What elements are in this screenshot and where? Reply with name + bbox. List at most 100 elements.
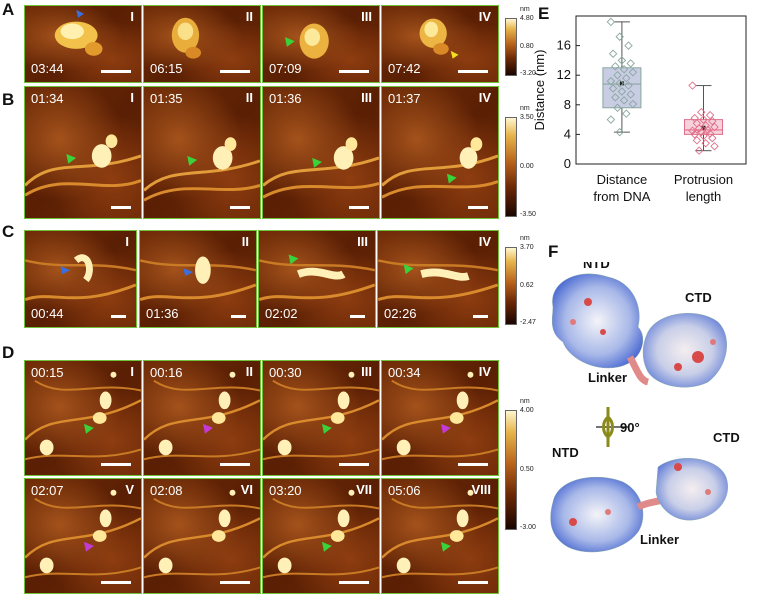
label-ctd-bottom: CTD xyxy=(713,430,740,445)
frame-index: III xyxy=(361,364,372,379)
frame-timestamp: 03:20 xyxy=(269,483,302,498)
colorbar-unit: nm xyxy=(520,105,530,112)
data-point xyxy=(708,116,717,126)
x-category-label: Distance xyxy=(597,172,648,187)
label-linker-top: Linker xyxy=(588,370,627,385)
frame-timestamp: 06:15 xyxy=(150,61,183,76)
data-point xyxy=(688,81,697,90)
data-point xyxy=(611,62,620,71)
frame-index: V xyxy=(125,482,134,497)
colorbar-tick: 4.80 xyxy=(520,15,534,22)
label-ntd-bottom: NTD xyxy=(552,445,579,460)
data-point xyxy=(608,49,618,58)
data-point xyxy=(617,56,627,65)
frame-timestamp: 02:26 xyxy=(384,306,417,321)
data-point xyxy=(694,124,704,133)
scale-bar xyxy=(458,70,488,73)
frame-index: VII xyxy=(356,482,372,497)
data-point xyxy=(710,142,719,151)
panel-label-a: A xyxy=(2,0,15,19)
frame-timestamp: 03:44 xyxy=(31,61,64,76)
colorbar-c: nm 3.70 0.62 -2.47 xyxy=(505,235,536,326)
frame-index: VI xyxy=(240,482,253,497)
frame-timestamp: 00:15 xyxy=(31,365,64,380)
data-point xyxy=(703,125,713,135)
data-point xyxy=(608,84,618,93)
afm-frame: 02:26 IV xyxy=(377,230,499,328)
scale-bar xyxy=(339,463,369,466)
afm-frame: 01:35 II xyxy=(143,86,261,219)
frame-index: I xyxy=(130,364,134,379)
frame-index: III xyxy=(357,234,368,249)
afm-frame: 02:08 VI xyxy=(143,478,261,594)
data-point xyxy=(705,110,715,120)
label-ctd-top: CTD xyxy=(685,290,712,305)
colorbar-tick: 3.70 xyxy=(520,244,534,251)
scale-bar xyxy=(458,463,488,466)
plot-frame xyxy=(575,15,747,165)
colorbar-b: nm 3.50 0.00 -3.50 xyxy=(505,105,536,218)
y-axis-label: Distance (nm) xyxy=(532,50,547,131)
afm-frame: 00:30 III xyxy=(262,360,380,476)
y-tick-label: 8 xyxy=(564,97,571,112)
frame-index: IV xyxy=(478,234,491,249)
frame-timestamp: 01:36 xyxy=(146,306,179,321)
protein-structure: NTD CTD Linker 90° NTD CTD Linker xyxy=(550,262,740,553)
frame-timestamp: 02:07 xyxy=(31,483,64,498)
x-category-label: from DNA xyxy=(593,189,650,204)
frame-timestamp: 00:30 xyxy=(269,365,302,380)
scale-bar xyxy=(220,70,250,73)
colorbar-tick: 0.80 xyxy=(520,43,534,50)
colorbar-tick: 3.50 xyxy=(520,114,534,121)
colorbar-tick: 4.00 xyxy=(520,407,534,414)
colorbar-tick: -3.00 xyxy=(520,524,536,531)
mean-marker xyxy=(619,81,624,86)
frame-timestamp: 02:02 xyxy=(265,306,298,321)
data-point xyxy=(699,115,708,124)
frame-index: II xyxy=(245,90,253,105)
frame-timestamp: 01:36 xyxy=(269,91,302,106)
data-point xyxy=(692,136,702,145)
panel-label-f: F xyxy=(548,242,559,261)
colorbar-tick: -2.47 xyxy=(520,319,536,326)
data-point xyxy=(624,41,633,50)
x-category-label: length xyxy=(686,189,721,204)
afm-frame: 02:02 III xyxy=(258,230,376,328)
data-point xyxy=(613,70,622,80)
data-point xyxy=(615,32,624,41)
frame-index: VIII xyxy=(471,482,491,497)
y-tick-label: 12 xyxy=(557,67,571,82)
data-point xyxy=(688,126,697,135)
afm-frame: 03:44 I xyxy=(24,5,142,83)
frame-index: IV xyxy=(478,9,491,24)
scale-bar xyxy=(111,206,131,209)
rotation-label: 90° xyxy=(620,420,640,435)
scale-bar xyxy=(339,581,369,584)
frame-timestamp: 00:16 xyxy=(150,365,183,380)
data-point xyxy=(628,68,638,77)
frame-index: IV xyxy=(478,90,491,105)
scale-bar xyxy=(230,206,250,209)
data-point xyxy=(690,130,699,139)
afm-frame: 01:34 I xyxy=(24,86,142,219)
data-point xyxy=(615,79,624,88)
frame-timestamp: 01:35 xyxy=(150,91,183,106)
afm-frame: 06:15 II xyxy=(143,5,261,83)
panel-label-b: B xyxy=(2,90,15,109)
afm-frame: 07:09 III xyxy=(262,5,380,83)
scale-bar xyxy=(220,463,250,466)
data-point xyxy=(697,127,706,137)
mean-marker xyxy=(701,125,706,130)
data-point xyxy=(624,81,633,90)
y-tick-label: 0 xyxy=(564,156,571,171)
scale-bar xyxy=(101,581,131,584)
y-tick-label: 4 xyxy=(564,126,571,141)
scale-bar xyxy=(231,315,246,318)
colorbar-tick: -3.50 xyxy=(520,211,536,218)
frame-index: III xyxy=(361,9,372,24)
data-point xyxy=(622,109,631,118)
box-plot: 0 4 8 12 16 Distance (nm) Distance from DNA Prot… xyxy=(532,15,747,204)
afm-frame: 02:07 V xyxy=(24,478,142,594)
colorbar-unit: nm xyxy=(520,235,530,242)
data-point xyxy=(708,133,717,143)
